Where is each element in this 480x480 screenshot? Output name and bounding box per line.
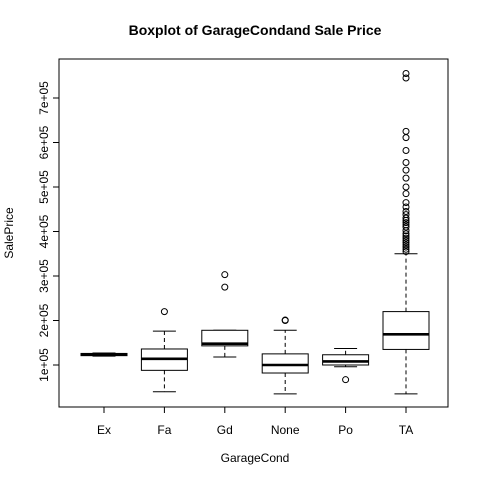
outlier-point <box>221 283 229 291</box>
outlier-point <box>402 211 410 219</box>
outlier-point <box>402 243 410 251</box>
x-axis-label: GarageCond <box>221 451 290 465</box>
box-none <box>261 316 309 395</box>
outlier-point <box>402 159 410 167</box>
chart-title: Boxplot of GarageCondand Sale Price <box>129 22 382 38</box>
box-ex <box>80 352 128 357</box>
outlier-point <box>402 203 410 211</box>
outlier-point <box>402 221 410 229</box>
outlier-point <box>402 241 410 249</box>
outlier-point <box>402 236 410 244</box>
x-tick-label: None <box>271 423 300 437</box>
outlier-point <box>402 230 410 238</box>
y-tick-label: 2e+05 <box>37 303 51 337</box>
box-ta <box>382 70 430 395</box>
x-tick-label: TA <box>399 423 413 437</box>
outlier-point <box>402 248 410 256</box>
y-tick-label: 7e+05 <box>37 81 51 115</box>
box-gd <box>201 271 249 358</box>
outlier-point <box>402 166 410 174</box>
boxes-layer <box>80 70 430 395</box>
outlier-point <box>402 214 410 222</box>
y-axis-label: SalePrice <box>2 207 16 259</box>
outlier-point <box>402 74 410 82</box>
iqr-box <box>201 329 249 347</box>
x-tick-label: Gd <box>217 423 233 437</box>
x-tick-label: Ex <box>97 423 111 437</box>
outlier-point <box>342 376 350 384</box>
outlier-point <box>281 316 289 324</box>
iqr-box <box>322 354 370 366</box>
outlier-point <box>402 223 410 231</box>
iqr-box <box>382 311 430 350</box>
box-po <box>322 348 370 384</box>
outlier-point <box>402 147 410 155</box>
y-tick-label: 3e+05 <box>37 259 51 293</box>
y-tick-label: 1e+05 <box>37 348 51 382</box>
y-tick-label: 4e+05 <box>37 214 51 248</box>
y-tick-label: 5e+05 <box>37 170 51 204</box>
outlier-point <box>402 245 410 253</box>
outlier-point <box>402 174 410 182</box>
outlier-point <box>402 183 410 191</box>
outlier-point <box>402 190 410 198</box>
outlier-point <box>221 271 229 279</box>
x-tick-label: Fa <box>157 423 171 437</box>
x-axis: Ex Fa Gd None Po TA <box>97 406 413 437</box>
outlier-point <box>402 207 410 215</box>
iqr-box <box>261 353 309 374</box>
y-tick-label: 6e+05 <box>37 125 51 159</box>
outlier-point <box>402 234 410 242</box>
outlier-point <box>402 134 410 142</box>
outlier-point <box>402 239 410 247</box>
outlier-point <box>402 199 410 207</box>
x-tick-label: Po <box>338 423 353 437</box>
y-axis: 1e+05 2e+05 3e+05 4e+05 5e+05 6e+05 7e+05 <box>37 81 60 382</box>
box-fa <box>140 308 188 393</box>
outlier-point <box>402 127 410 135</box>
outlier-point <box>402 232 410 240</box>
outlier-point <box>160 308 168 316</box>
outlier-point <box>402 219 410 227</box>
outlier-point <box>402 70 410 78</box>
